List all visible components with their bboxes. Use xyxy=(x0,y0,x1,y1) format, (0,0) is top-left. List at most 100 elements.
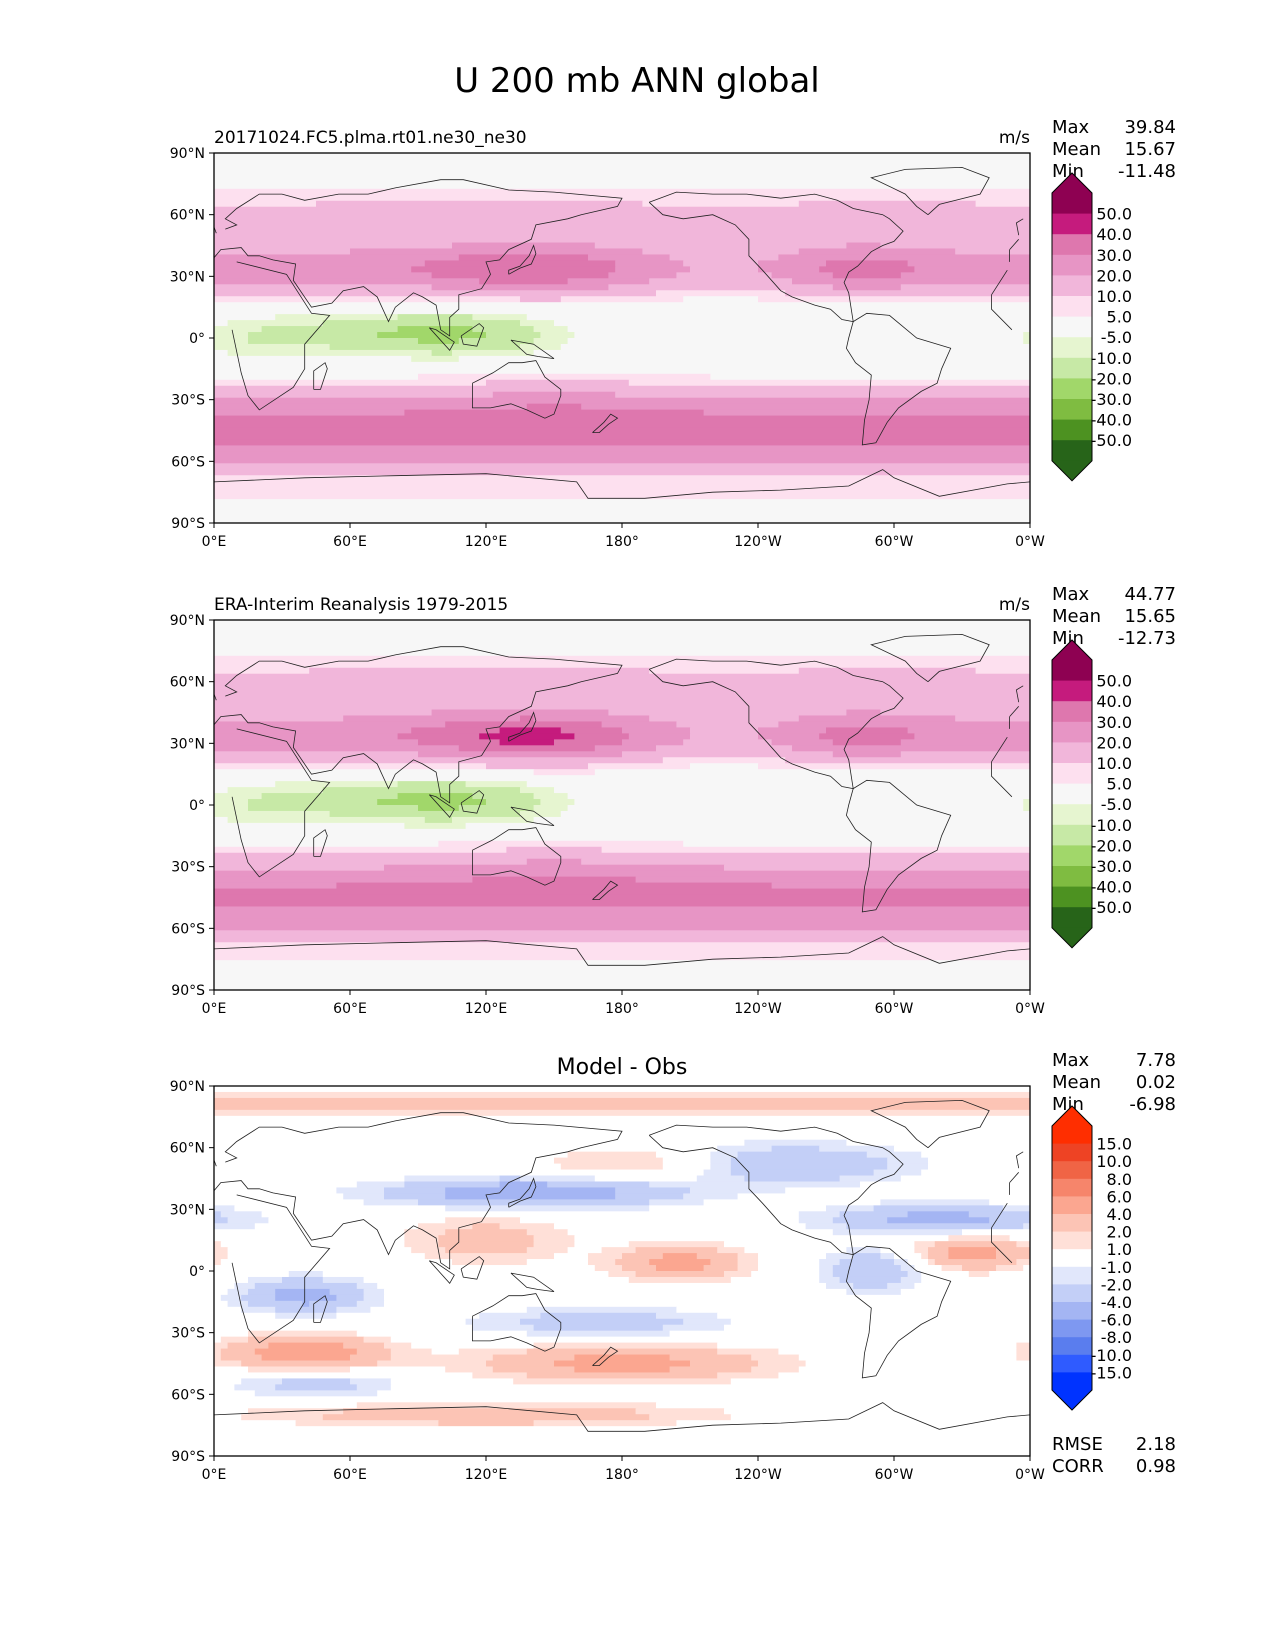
field-cell xyxy=(214,691,1030,699)
field-cell xyxy=(214,1181,358,1189)
colorbar-swatch xyxy=(1052,193,1092,215)
field-cell xyxy=(792,745,1030,752)
field-cell xyxy=(560,727,623,734)
field-cell xyxy=(227,1247,412,1254)
field-cell xyxy=(662,757,786,764)
field-cell xyxy=(384,1193,446,1200)
field-cell xyxy=(445,1366,494,1374)
colorbar-swatch xyxy=(1052,419,1092,441)
colorbar-level-label: -30.0 xyxy=(1091,390,1132,409)
field-cell xyxy=(907,1211,970,1218)
field-cell xyxy=(567,805,1024,812)
field-cell xyxy=(492,1366,575,1374)
field-cell xyxy=(690,1360,759,1368)
field-cell xyxy=(533,793,569,800)
field-cell xyxy=(798,1211,841,1218)
field-cell xyxy=(486,332,541,339)
field-cell xyxy=(887,1163,929,1171)
field-cell xyxy=(356,1348,392,1356)
colorbar-level-label: -5.0 xyxy=(1101,795,1132,814)
field-cell xyxy=(214,834,1030,842)
field-cell xyxy=(921,1151,1030,1159)
field-cell xyxy=(492,391,616,399)
field-cell xyxy=(798,667,977,675)
field-cell xyxy=(214,260,426,267)
field-cell xyxy=(431,709,609,717)
field-cell xyxy=(894,1145,1030,1153)
field-cell xyxy=(819,1276,841,1284)
colorbar: 15.010.08.06.04.02.01.0-1.0-2.0-4.0-6.0-… xyxy=(1051,1105,1132,1411)
field-cell xyxy=(214,1276,249,1284)
field-cell xyxy=(499,1181,548,1189)
field-cell xyxy=(214,505,1030,512)
field-cell xyxy=(214,1330,249,1338)
field-cell xyxy=(710,373,1030,381)
field-cell xyxy=(887,1157,929,1165)
field-cell xyxy=(356,1330,528,1338)
field-cell xyxy=(214,1444,1030,1451)
field-cell xyxy=(350,248,643,256)
field-cell xyxy=(214,1396,1030,1403)
field-cell xyxy=(649,1205,827,1212)
field-cell xyxy=(214,206,1030,214)
field-cell xyxy=(214,1300,229,1308)
field-cell xyxy=(914,1241,936,1248)
coastline xyxy=(1009,1172,1019,1183)
field-cell xyxy=(649,1199,705,1206)
field-cell xyxy=(730,1157,888,1165)
coastline xyxy=(648,658,904,790)
field-cell xyxy=(996,1253,1030,1260)
field-cell xyxy=(322,787,521,794)
field-cell xyxy=(486,379,630,387)
coastlines xyxy=(214,1099,1030,1432)
figure-title: U 200 mb ANN global xyxy=(454,61,820,101)
coastline xyxy=(214,936,1030,966)
colorbar-swatch xyxy=(1052,866,1092,888)
field-cell xyxy=(214,1169,705,1177)
field-cell xyxy=(832,751,902,758)
coastline xyxy=(313,829,328,857)
field-cell xyxy=(227,1342,269,1350)
field-cell xyxy=(928,1259,936,1266)
colorbar-swatch xyxy=(1052,721,1092,743)
y-tick-label: 0° xyxy=(189,798,205,814)
field-cell xyxy=(819,1271,834,1278)
field-cell xyxy=(390,1348,433,1356)
field-cell xyxy=(832,1229,963,1236)
field-cell xyxy=(214,1360,242,1368)
field-cell xyxy=(608,1271,637,1278)
coastline xyxy=(870,166,990,216)
colorbar-level-label: -20.0 xyxy=(1091,369,1132,388)
field-cell xyxy=(214,1205,235,1212)
x-tick-label: 60°E xyxy=(333,534,367,550)
field-cell xyxy=(377,799,487,806)
field-cell xyxy=(254,1348,358,1356)
field-cell xyxy=(275,1288,331,1296)
coastline xyxy=(592,1346,619,1366)
field-cell xyxy=(907,727,1030,734)
field-cell xyxy=(214,1342,229,1350)
field-cell xyxy=(554,787,1030,794)
field-cell xyxy=(322,320,521,327)
field-cell xyxy=(533,805,569,812)
field-cell xyxy=(880,1247,915,1254)
metric-value: 0.98 xyxy=(1136,1456,1176,1477)
field-cell xyxy=(737,1151,868,1159)
field-cell xyxy=(336,1187,385,1195)
field-cell xyxy=(214,373,419,381)
colorbar-swatch xyxy=(1052,316,1092,338)
field-cell xyxy=(574,733,630,740)
field-cell xyxy=(214,266,412,273)
field-cell xyxy=(1016,1259,1030,1266)
field-cell xyxy=(350,1366,446,1374)
field-cell xyxy=(554,1253,589,1260)
coastline xyxy=(471,360,562,419)
field-cell xyxy=(404,1181,501,1189)
colorbar-swatch xyxy=(1052,254,1092,276)
field-cell xyxy=(214,882,337,890)
field-cell xyxy=(853,1282,888,1290)
colorbar-swatch xyxy=(1052,440,1092,462)
coastline xyxy=(1015,218,1024,236)
coastline xyxy=(313,362,328,390)
field-cell xyxy=(241,1306,276,1314)
